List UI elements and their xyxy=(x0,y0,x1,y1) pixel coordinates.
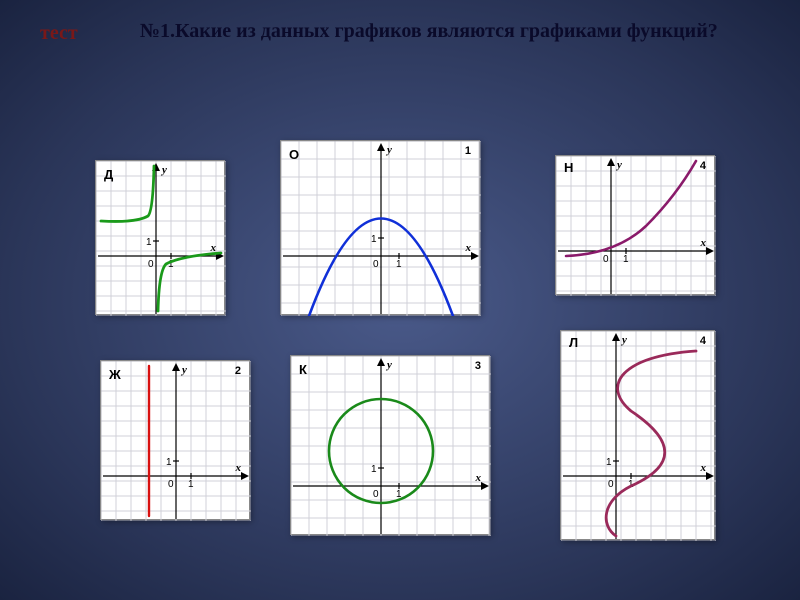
panel-o: О 1 x y 0 1 1 xyxy=(280,140,480,315)
svg-text:y: y xyxy=(180,364,187,376)
svg-text:0: 0 xyxy=(373,259,379,270)
panel-letter-d: Д xyxy=(104,167,113,182)
corner-num-l: 4 xyxy=(700,335,706,347)
svg-text:0: 0 xyxy=(168,479,174,490)
svg-text:x: x xyxy=(475,472,482,484)
corner-num-n: 4 xyxy=(700,160,706,172)
svg-text:y: y xyxy=(385,144,392,156)
corner-num-k: 3 xyxy=(475,360,481,372)
svg-text:x: x xyxy=(465,242,472,254)
chart-k: xy011 xyxy=(291,356,491,536)
svg-text:0: 0 xyxy=(148,259,154,270)
svg-text:0: 0 xyxy=(603,254,609,265)
svg-text:x: x xyxy=(235,462,242,474)
chart-zh: x y 0 1 1 xyxy=(101,361,251,521)
svg-text:y: y xyxy=(615,159,622,171)
svg-text:0: 0 xyxy=(608,479,614,490)
svg-text:1: 1 xyxy=(188,479,194,490)
svg-text:1: 1 xyxy=(371,464,377,475)
panel-n: Н 4 x y 0 1 xyxy=(555,155,715,295)
panel-letter-o: О xyxy=(289,147,299,162)
panel-letter-zh: Ж xyxy=(109,367,121,382)
panel-letter-n: Н xyxy=(564,160,573,175)
panel-letter-l: Л xyxy=(569,335,578,350)
test-label: тест xyxy=(40,22,78,45)
chart-d: xy011 xyxy=(96,161,226,316)
chart-o: x y 0 1 1 xyxy=(281,141,481,316)
svg-text:y: y xyxy=(620,334,627,346)
panel-zh: Ж 2 x y 0 1 1 xyxy=(100,360,250,520)
svg-text:x: x xyxy=(700,462,707,474)
panel-d: Д xy011 xyxy=(95,160,225,315)
svg-text:1: 1 xyxy=(396,259,402,270)
svg-text:0: 0 xyxy=(373,489,379,500)
svg-text:1: 1 xyxy=(371,234,377,245)
svg-text:1: 1 xyxy=(606,457,612,468)
corner-num-zh: 2 xyxy=(235,365,241,377)
svg-text:1: 1 xyxy=(146,237,152,248)
panel-l: Л 4 xy011 xyxy=(560,330,715,540)
svg-text:x: x xyxy=(700,237,707,249)
title-row: тест №1.Какие из данных графиков являютс… xyxy=(0,0,800,45)
svg-text:y: y xyxy=(385,359,392,371)
main-title: №1.Какие из данных графиков являются гра… xyxy=(98,18,760,44)
charts-area: Д x y 0 1 1 О 1 x y 0 1 1 Н 4 x y 0 1 Ж 2 x y 0 1 1 К 3… xyxy=(0,55,800,575)
svg-text:y: y xyxy=(160,164,167,176)
panel-k: К 3 xy011 xyxy=(290,355,490,535)
svg-text:1: 1 xyxy=(623,254,629,265)
panel-letter-k: К xyxy=(299,362,307,377)
chart-l: xy011 xyxy=(561,331,716,541)
svg-text:1: 1 xyxy=(166,457,172,468)
chart-n: x y 0 1 xyxy=(556,156,716,296)
corner-num-o: 1 xyxy=(465,145,471,157)
